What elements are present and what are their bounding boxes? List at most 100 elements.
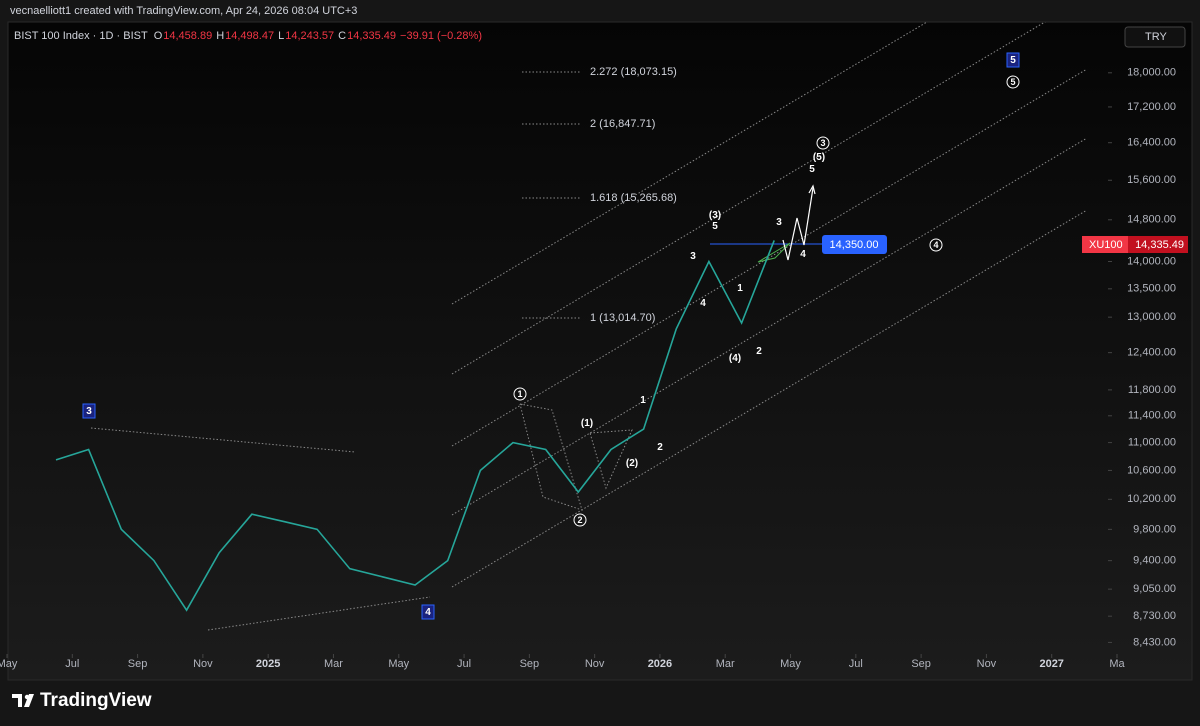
fib-label: 2.272 (18,073.15) xyxy=(590,66,677,78)
y-tick-label: 18,000.00 xyxy=(1127,67,1176,79)
fib-label: 1 (13,014.70) xyxy=(590,312,655,324)
y-tick-label: 8,430.00 xyxy=(1133,636,1176,648)
credit: vecnaelliott1 created with TradingView.c… xyxy=(10,5,357,17)
wave-circle xyxy=(573,513,587,527)
fib-label: 1.618 (15,265.68) xyxy=(590,192,677,204)
y-tick-label: 8,730.00 xyxy=(1133,610,1176,622)
wave-label: 5 xyxy=(712,221,718,232)
wave-label: (2) xyxy=(626,458,638,469)
wave-label: 2 xyxy=(756,346,762,357)
legend-h-label: H xyxy=(216,30,224,42)
wave-label: 5 xyxy=(1010,77,1015,87)
y-tick-label: 9,050.00 xyxy=(1133,583,1176,595)
x-tick-label: Jul xyxy=(849,658,863,670)
legend-close: 14,335.49 xyxy=(347,30,396,42)
wave-label: (4) xyxy=(729,353,741,364)
wave-label: 3 xyxy=(820,138,825,148)
wave-label: 3 xyxy=(690,251,696,262)
wave-label: 5 xyxy=(809,164,815,175)
channel-line xyxy=(451,22,928,305)
y-tick-label: 10,200.00 xyxy=(1127,493,1176,505)
x-tick-label: Nov xyxy=(585,658,605,670)
legend-open: 14,458.89 xyxy=(163,30,212,42)
x-tick-label: 2027 xyxy=(1039,658,1063,670)
y-tick-label: 14,000.00 xyxy=(1127,255,1176,267)
currency-box[interactable] xyxy=(1124,26,1186,48)
brand-name: TradingView xyxy=(40,690,152,711)
wave-circle xyxy=(1006,75,1020,89)
x-tick-label: Sep xyxy=(520,658,540,670)
wave-label: (3) xyxy=(709,210,721,221)
wave-outline xyxy=(519,403,583,511)
projection xyxy=(782,187,814,261)
x-tick-label: Sep xyxy=(128,658,148,670)
x-tick-label: Nov xyxy=(977,658,997,670)
legend-l-label: L xyxy=(278,30,284,42)
wave-box xyxy=(1006,52,1020,68)
y-tick-label: 9,800.00 xyxy=(1133,523,1176,535)
x-tick-label: Jul xyxy=(65,658,79,670)
x-tick-label: Nov xyxy=(193,658,213,670)
y-tick-label: 17,200.00 xyxy=(1127,101,1176,113)
legend-change: −39.91 (−0.28%) xyxy=(400,30,482,42)
chart-area xyxy=(7,21,1193,681)
wave-label: 4 xyxy=(700,298,706,309)
x-tick-label: 2026 xyxy=(648,658,672,670)
legend-o-label: O xyxy=(154,30,163,42)
wave-label: 5 xyxy=(1010,55,1016,66)
wave-label: 2 xyxy=(577,515,582,525)
y-tick-label: 11,000.00 xyxy=(1128,437,1176,449)
wave-box xyxy=(421,604,435,620)
wave-label: 3 xyxy=(86,406,92,417)
y-tick-label: 9,400.00 xyxy=(1133,555,1176,567)
x-tick-label: Sep xyxy=(911,658,931,670)
price-tag-symbol: XU100 xyxy=(1089,239,1123,251)
wave-label: 4 xyxy=(800,249,806,260)
wedge-line xyxy=(207,596,431,631)
wave-label: (1) xyxy=(581,418,593,429)
x-tick-label: Mar xyxy=(324,658,343,670)
x-tick-label: Ma xyxy=(1109,658,1125,670)
y-tick-label: 16,400.00 xyxy=(1127,137,1176,149)
drawings xyxy=(90,22,1088,631)
legend-c-label: C xyxy=(338,30,346,42)
legend-high: 14,498.47 xyxy=(225,30,274,42)
x-tick-label: 2025 xyxy=(256,658,280,670)
y-tick-label: 13,500.00 xyxy=(1127,283,1176,295)
price-tag-value-bg xyxy=(1128,236,1188,253)
wave-label: 3 xyxy=(776,217,782,228)
projection-arrow xyxy=(808,184,816,195)
y-tick-label: 12,400.00 xyxy=(1127,347,1176,359)
y-tick-label: 13,000.00 xyxy=(1127,311,1176,323)
channel-line xyxy=(451,68,1088,447)
y-tick-label: 11,800.00 xyxy=(1128,384,1176,396)
brand: TradingView xyxy=(12,690,152,711)
legend-low: 14,243.57 xyxy=(285,30,334,42)
wave-box xyxy=(82,403,96,419)
price-line xyxy=(55,240,775,612)
ohlc-legend: BIST 100 Index · 1D · BIST O 14,458.89 H 14,… xyxy=(14,30,482,42)
x-tick-label: Mar xyxy=(716,658,735,670)
target-box xyxy=(822,235,887,254)
target-label: 14,350.00 xyxy=(830,239,879,251)
y-tick-label: 10,600.00 xyxy=(1127,464,1176,476)
wave-label: 1 xyxy=(517,389,522,399)
y-tick-label: 11,400.00 xyxy=(1128,410,1176,422)
y-tick-label: 14,800.00 xyxy=(1127,214,1176,226)
y-tick-label: 15,600.00 xyxy=(1127,174,1176,186)
price-tag-price: 14,335.49 xyxy=(1135,239,1184,251)
wave-label: 2 xyxy=(657,442,663,453)
legend-symbol: BIST 100 Index · 1D · BIST xyxy=(14,30,148,42)
fib-label: 2 (16,847.71) xyxy=(590,118,655,130)
channel-line xyxy=(451,137,1088,516)
wave-circle xyxy=(929,238,943,252)
x-tick-label: May xyxy=(388,658,409,670)
wave-label: 4 xyxy=(933,240,938,250)
channel-line xyxy=(451,209,1088,588)
wave-circle xyxy=(816,136,830,150)
wave-label: 4 xyxy=(425,607,431,618)
wave-label: 1 xyxy=(640,395,646,406)
x-tick-label: May xyxy=(780,658,801,670)
wedge-line xyxy=(90,427,356,453)
wave-circle xyxy=(513,387,527,401)
